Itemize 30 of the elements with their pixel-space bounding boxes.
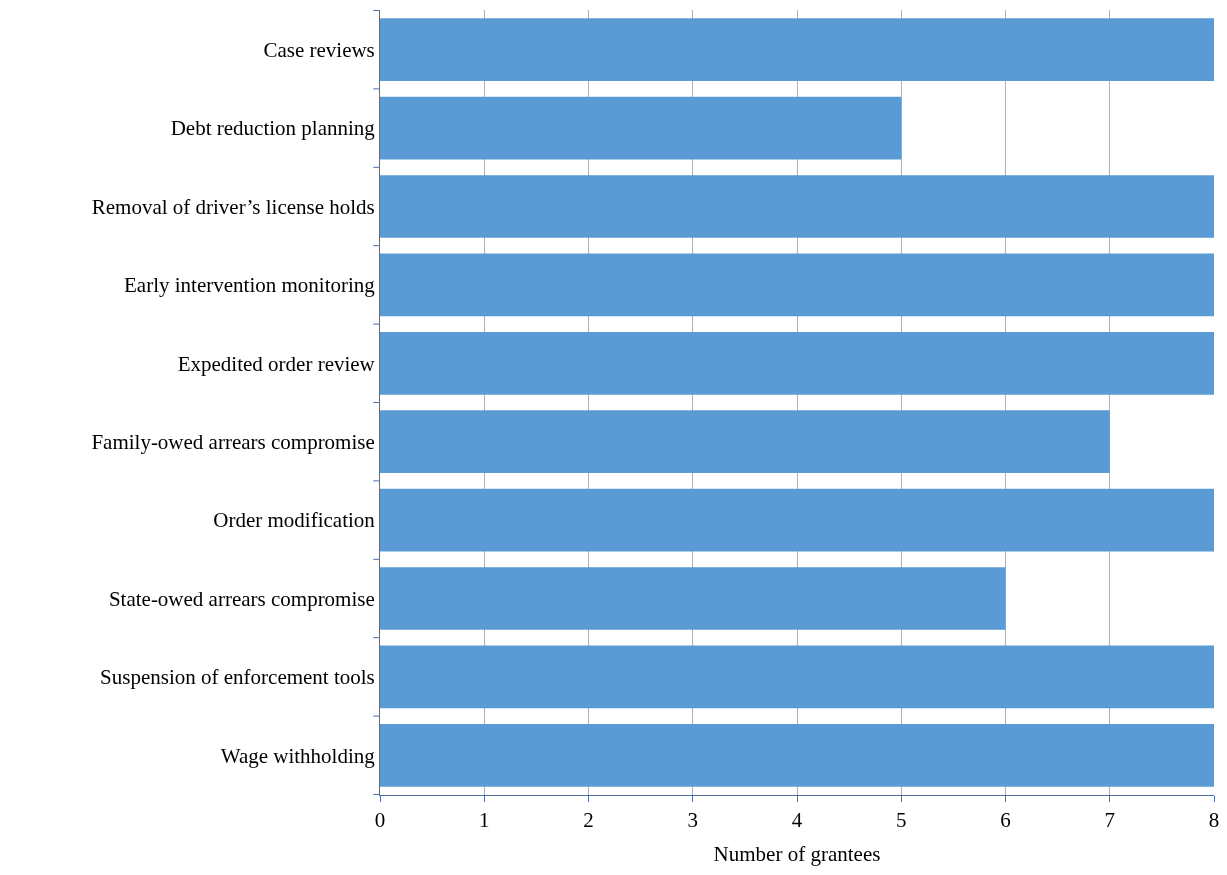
bar [380,723,1214,787]
y-tick-label: Early intervention monitoring [124,273,376,298]
y-tick-label: Suspension of enforcement tools [100,665,375,690]
bar [380,253,1214,317]
y-tick-label: Debt reduction planning [170,116,376,141]
bar [380,96,902,160]
x-tick-label: 8 [1208,808,1220,833]
x-tick-label: 7 [1104,808,1115,833]
x-tick-label: 6 [1000,808,1011,833]
x-tick-label: 4 [791,808,803,833]
bar [380,175,1214,238]
bar [380,488,1214,552]
y-tick-label: Removal of driver’s license holds [91,194,375,219]
y-tick-label: Family-owed arrears compromise [91,430,375,455]
y-tick-label: State-owed arrears compromise [108,586,375,611]
bar [380,410,1110,474]
y-tick-label: Expedited order review [177,351,376,376]
bar [380,567,1006,630]
x-tick-label: 3 [687,808,698,833]
bar [380,645,1214,709]
bar [380,331,1214,395]
y-tick-label: Case reviews [263,38,375,63]
bar [380,18,1214,82]
x-tick-label: 2 [583,808,594,833]
y-tick-label: Order modification [213,508,376,533]
x-axis-title: Number of grantees [713,842,881,867]
y-tick-label: Wage withholding [220,743,376,768]
x-tick-label: 0 [374,808,386,833]
x-tick-label: 5 [896,808,907,833]
x-tick-label: 1 [479,808,490,833]
